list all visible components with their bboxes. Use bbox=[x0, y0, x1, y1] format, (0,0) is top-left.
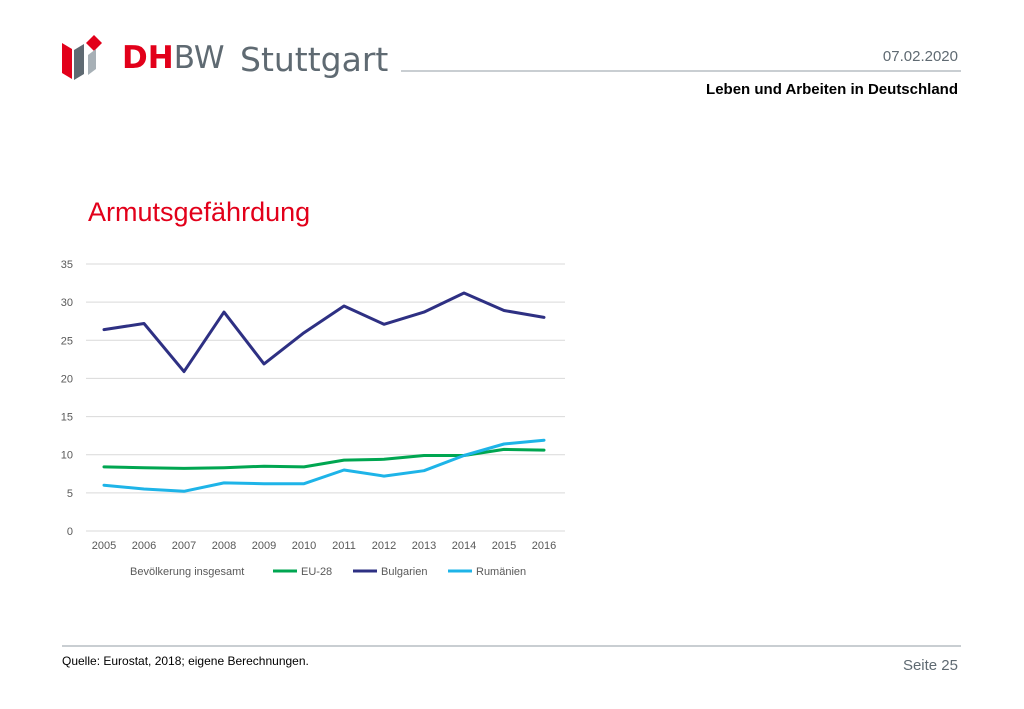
y-tick-label: 15 bbox=[61, 412, 73, 424]
logo-dh: DH bbox=[122, 40, 174, 76]
x-tick-label: 2013 bbox=[412, 540, 436, 552]
x-tick-label: 2008 bbox=[212, 540, 236, 552]
x-tick-label: 2006 bbox=[132, 540, 156, 552]
legend-label: Bevölkerung insgesamt bbox=[130, 566, 244, 578]
legend-entry: EU-28 bbox=[301, 566, 332, 578]
y-tick-label: 10 bbox=[61, 450, 73, 462]
dhbw-logo-mark-icon bbox=[62, 35, 102, 80]
x-tick-label: 2015 bbox=[492, 540, 516, 552]
y-tick-label: 30 bbox=[61, 297, 73, 309]
x-tick-label: 2010 bbox=[292, 540, 316, 552]
header-divider bbox=[401, 70, 961, 72]
x-tick-label: 2007 bbox=[172, 540, 196, 552]
logo-bw: BW bbox=[173, 40, 225, 76]
x-tick-label: 2005 bbox=[92, 540, 116, 552]
legend-entry: Bulgarien bbox=[381, 566, 427, 578]
dhbw-logo-text: DHBW bbox=[122, 40, 225, 76]
source-note: Quelle: Eurostat, 2018; eigene Berechnun… bbox=[62, 654, 309, 668]
y-tick-label: 20 bbox=[61, 373, 73, 385]
x-tick-label: 2011 bbox=[332, 540, 356, 552]
y-tick-label: 0 bbox=[67, 526, 73, 538]
series-line-rumänien bbox=[102, 438, 546, 493]
y-tick-label: 25 bbox=[61, 335, 73, 347]
x-tick-label: 2009 bbox=[252, 540, 276, 552]
y-tick-label: 35 bbox=[61, 259, 73, 271]
footer-divider bbox=[62, 645, 961, 647]
x-tick-label: 2014 bbox=[452, 540, 476, 552]
logo-city: Stuttgart bbox=[240, 40, 389, 79]
x-tick-label: 2016 bbox=[532, 540, 556, 552]
slide-subtitle: Leben und Arbeiten in Deutschland bbox=[706, 81, 958, 98]
y-tick-label: 5 bbox=[67, 488, 73, 500]
slide-date: 07.02.2020 bbox=[882, 48, 958, 65]
page-title: Armutsgefährdung bbox=[88, 197, 311, 227]
page-number: Seite 25 bbox=[902, 657, 958, 674]
legend-entry: Rumänien bbox=[476, 566, 526, 578]
series-line-bulgarien bbox=[102, 291, 546, 374]
x-tick-label: 2012 bbox=[372, 540, 396, 552]
